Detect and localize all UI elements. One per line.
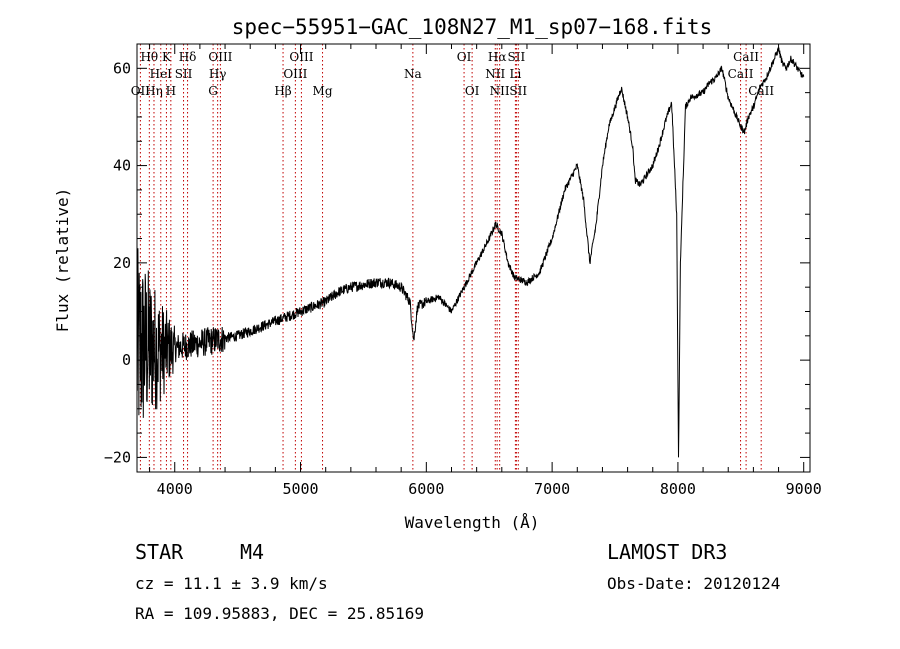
redshift-value: cz = 11.1 ± 3.9 km/s: [135, 574, 328, 593]
spectral-line-label: G: [208, 84, 218, 98]
spectral-line-label: Li: [509, 67, 521, 81]
x-tick-label: 9000: [786, 480, 822, 498]
x-tick-label: 8000: [660, 480, 696, 498]
spectral-line-label: K: [162, 50, 172, 64]
spectral-line-label: Hη: [145, 84, 163, 98]
spectral-line-label: Hθ: [140, 50, 158, 64]
x-axis-label: Wavelength (Å): [405, 513, 540, 532]
x-tick-label: 6000: [408, 480, 444, 498]
x-axis-ticks: 4000 5000 6000 7000 8000 9000: [149, 44, 822, 498]
spectral-line-label: OII: [131, 84, 151, 98]
spectral-line-label: OIII: [283, 67, 307, 81]
spectral-line-label: CaII: [748, 84, 774, 98]
object-subclass: M4: [240, 540, 265, 564]
x-tick-label: 4000: [157, 480, 193, 498]
object-type: STAR: [135, 540, 184, 564]
y-tick-label: −20: [104, 448, 131, 466]
spectral-line-label: Hγ: [209, 67, 227, 81]
spectral-line-label: HeI: [150, 67, 173, 81]
plot-frame: [136, 43, 811, 473]
flux-series: [136, 47, 805, 458]
y-axis-ticks: −20 0 20 40 60: [104, 59, 810, 466]
spectral-line-label: Hα: [488, 50, 507, 64]
coordinates: RA = 109.95883, DEC = 25.85169: [135, 604, 424, 623]
spectral-line-label: SII: [509, 84, 527, 98]
spectral-line-label: CaII: [733, 50, 759, 64]
spectral-line-label: OIII: [289, 50, 313, 64]
spectral-line-label: Hδ: [179, 50, 197, 64]
survey-name: LAMOST DR3: [607, 540, 728, 564]
spectral-line-markers: OII Hθ Hη HeI K H SII Hδ G Hγ OIII Hβ OIII OIII Mg Na OI…: [131, 44, 774, 472]
spectral-line-label: OI: [457, 50, 472, 64]
y-tick-label: 20: [113, 254, 131, 272]
observation-date: Obs-Date: 20120124: [607, 574, 781, 593]
x-tick-label: 7000: [534, 480, 570, 498]
spectral-line-label: SII: [508, 50, 526, 64]
spectral-line-label: NII: [490, 84, 510, 98]
flux-line: [136, 47, 805, 458]
spectral-line-label: OI: [465, 84, 480, 98]
spectral-line-label: H: [166, 84, 176, 98]
y-axis-label: Flux (relative): [53, 188, 72, 333]
spectral-line-label: SII: [175, 67, 193, 81]
spectral-line-label: OIII: [208, 50, 232, 64]
spectral-line-label: Na: [404, 67, 422, 81]
chart-title: spec−55951−GAC_108N27_M1_sp07−168.fits: [232, 15, 712, 39]
y-tick-label: 0: [122, 351, 131, 369]
spectral-line-label: Mg: [313, 84, 333, 98]
spectral-line-label: NII: [485, 67, 505, 81]
y-tick-label: 40: [113, 157, 131, 175]
x-tick-label: 5000: [282, 480, 318, 498]
y-tick-label: 60: [113, 59, 131, 77]
spectral-line-label: CaII: [728, 67, 754, 81]
spectral-line-label: Hβ: [274, 84, 291, 98]
